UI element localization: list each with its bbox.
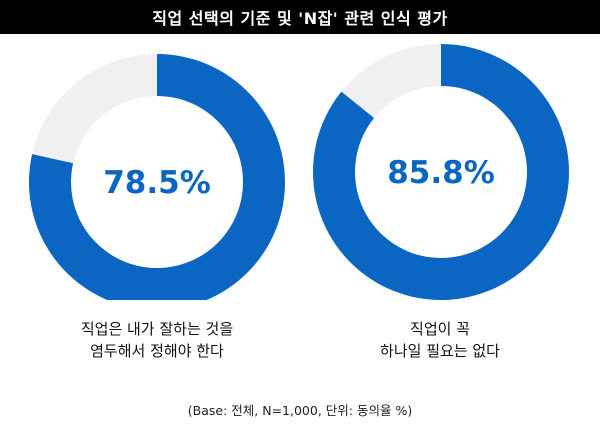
donut-2-caption: 직업이 꼭 하나일 필요는 없다 (320, 318, 560, 362)
donut-chart-1: 78.5% (29, 54, 285, 300)
footnote: (Base: 전체, N=1,000, 단위: 동의율 %) (187, 403, 413, 418)
donut-1-caption: 직업은 내가 잘하는 것을 염두해서 정해야 한다 (37, 318, 277, 362)
donut-2-caption-line-2: 하나일 필요는 없다 (380, 342, 500, 360)
donut-1-value-label: 78.5% (103, 165, 211, 201)
chart-title: 직업 선택의 기준 및 'N잡' 관련 인식 평가 (0, 0, 600, 34)
donut-2-value-label: 85.8% (387, 155, 495, 191)
donut-2-value-arc (312, 44, 569, 300)
donut-chart-2: 85.8% (312, 44, 569, 300)
donut-1-caption-line-1: 직업은 내가 잘하는 것을 (80, 320, 234, 338)
donut-charts: 78.5% 85.8% (29, 44, 569, 300)
donut-1-value-arc (29, 54, 285, 300)
donut-1-caption-line-2: 염두해서 정해야 한다 (90, 342, 224, 360)
donut-2-caption-line-1: 직업이 꼭 (410, 320, 470, 338)
